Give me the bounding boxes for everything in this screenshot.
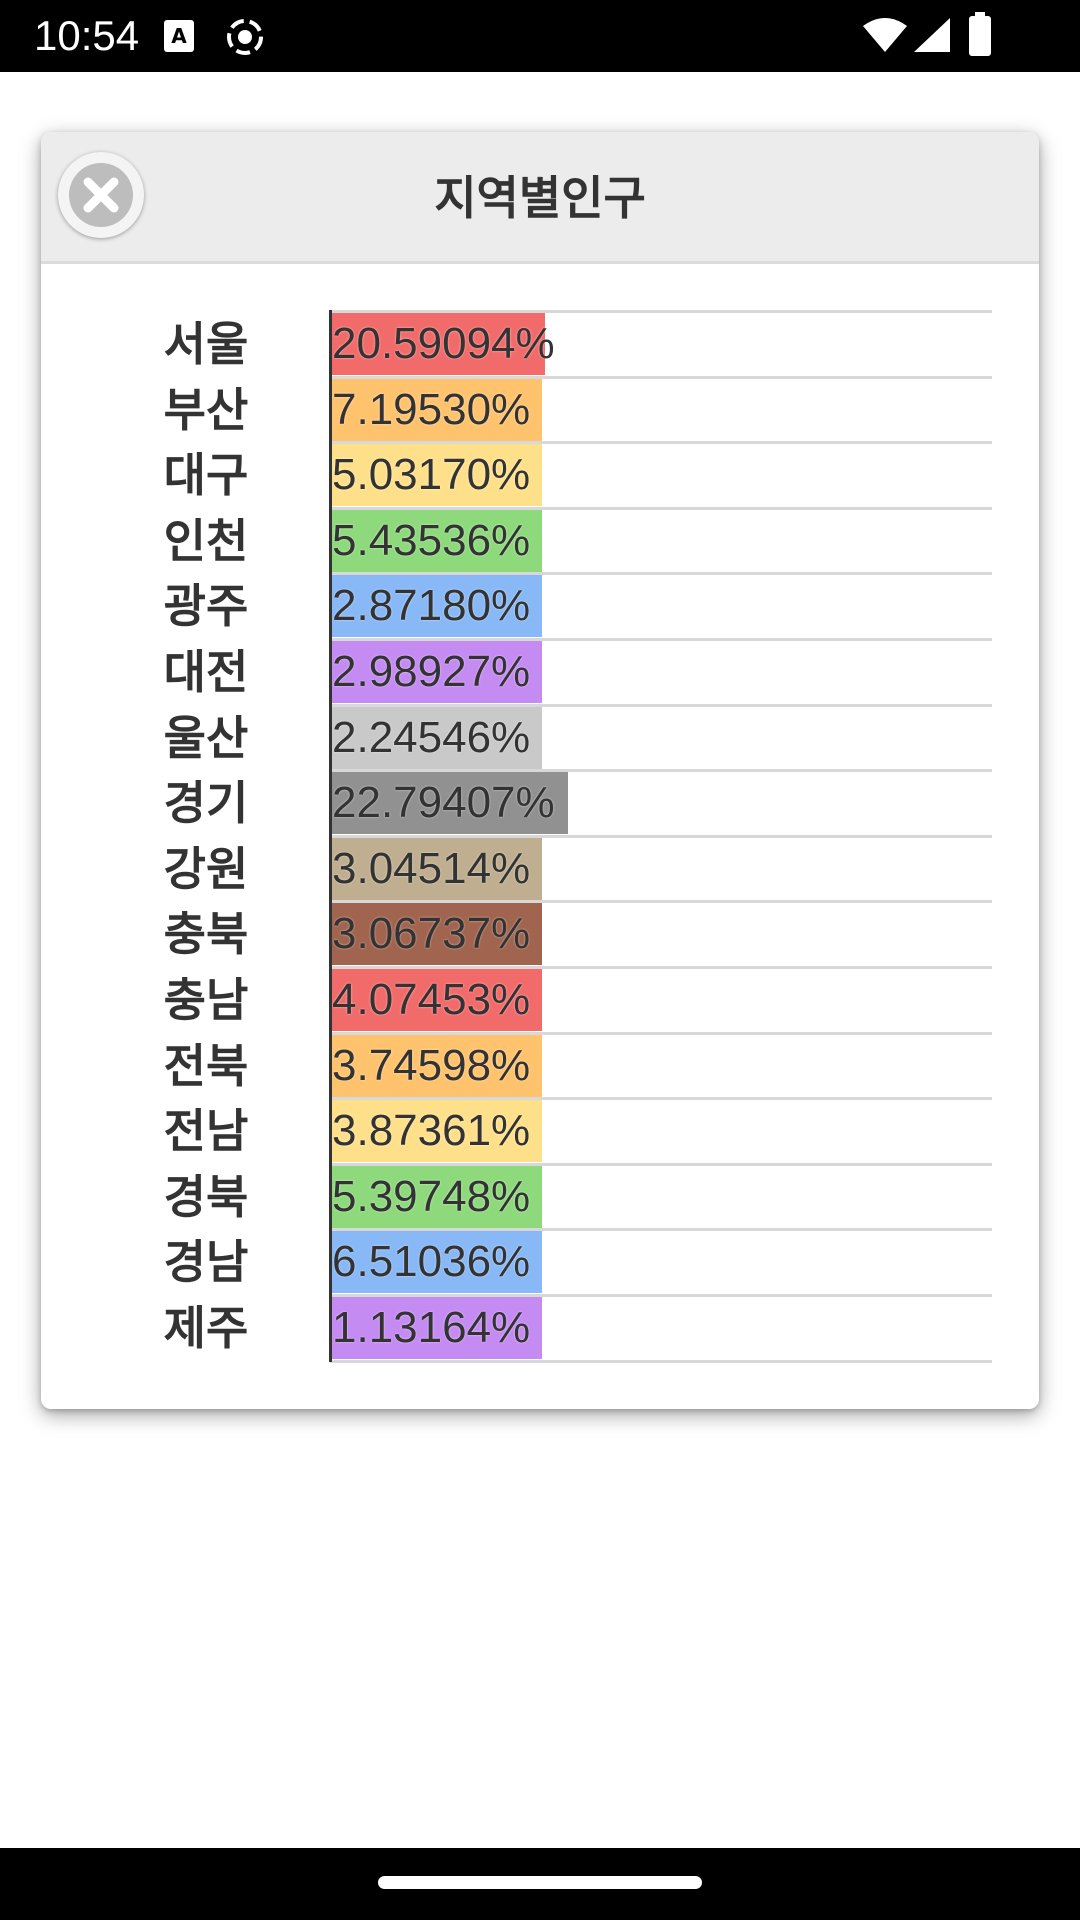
population-value-label: 5.03170% (332, 450, 531, 500)
population-bar (332, 1034, 542, 1097)
status-time: 10:54 (34, 12, 140, 59)
population-bar (332, 706, 542, 769)
population-value-label: 5.39748% (332, 1171, 531, 1221)
region-label: 서울 (163, 317, 249, 371)
close-button[interactable] (58, 152, 144, 238)
population-bar (332, 1297, 542, 1359)
status-bar: 10:54 A (0, 0, 1080, 72)
signal-icon (914, 18, 950, 52)
grid-line (330, 966, 992, 969)
close-circle-icon (69, 163, 133, 227)
screen-record-icon (227, 19, 263, 55)
population-value-label: 6.51036% (332, 1237, 531, 1287)
grid-line (330, 572, 992, 576)
population-bar (332, 313, 546, 375)
population-bar (332, 772, 568, 835)
population-value-label: 7.19530% (332, 384, 531, 434)
population-value-label: 4.07453% (332, 975, 531, 1024)
population-bar-chart: 서울 20.59094% 부산 7.19530% 대구 5.03170% 인천 5.43536… (41, 264, 1039, 1409)
region-label: 제주 (163, 1301, 249, 1355)
population-value-label: 2.24546% (332, 712, 531, 762)
home-handle[interactable] (378, 1876, 702, 1889)
dialog-header: 지역별인구 (41, 132, 1039, 264)
population-dialog: 지역별인구 서울 20.59094% 부산 7.19530% 대구 5.03170% 인천 5… (41, 132, 1039, 1409)
population-bar (332, 444, 542, 507)
population-value-label: 3.04514% (332, 843, 531, 893)
region-label: 인천 (163, 513, 249, 568)
region-label: 대구 (163, 448, 249, 503)
region-label: 광주 (163, 579, 249, 634)
grid-line (330, 900, 992, 904)
grid-line (330, 703, 992, 707)
population-bar (332, 1100, 542, 1163)
grid-line (330, 638, 992, 641)
population-value-label: 22.79407% (332, 778, 555, 828)
population-bar (332, 837, 542, 900)
grid-line (330, 1359, 992, 1363)
population-bar (332, 575, 542, 638)
region-label: 충남 (163, 973, 249, 1027)
population-value-label: 2.87180% (332, 581, 531, 631)
population-bar (332, 1165, 542, 1228)
svg-text:A: A (171, 24, 187, 48)
grid-line (330, 1097, 992, 1101)
region-label: 경북 (163, 1169, 249, 1224)
y-axis-line (329, 310, 332, 1362)
region-label: 강원 (163, 841, 249, 896)
region-label: 대전 (163, 645, 249, 699)
grid-line (330, 310, 992, 313)
population-bar (332, 509, 542, 572)
region-label: 충북 (163, 907, 249, 962)
grid-line (330, 1031, 992, 1035)
grid-line (330, 1294, 992, 1297)
battery-icon (969, 12, 991, 56)
grid-line (330, 1228, 992, 1232)
population-value-label: 1.13164% (332, 1303, 531, 1352)
grid-line (330, 506, 992, 510)
dialog-title: 지역별인구 (434, 171, 646, 225)
region-label: 울산 (163, 710, 249, 765)
population-value-label: 3.87361% (332, 1106, 531, 1156)
population-value-label: 20.59094% (332, 319, 555, 368)
grid-line (330, 769, 992, 773)
grid-line (330, 441, 992, 445)
population-value-label: 3.06737% (332, 909, 531, 959)
grid-line (330, 375, 992, 379)
population-bar (332, 378, 542, 441)
region-label: 부산 (163, 382, 249, 437)
region-label: 전남 (163, 1104, 249, 1159)
population-bar (332, 903, 542, 966)
grid-line (330, 834, 992, 838)
region-label: 경남 (163, 1235, 249, 1290)
population-value-label: 3.74598% (332, 1040, 531, 1090)
a-notification-icon: A (164, 20, 194, 52)
population-value-label: 5.43536% (332, 515, 531, 565)
wifi-icon (863, 18, 907, 52)
population-bar (332, 641, 542, 703)
population-bar (332, 969, 542, 1031)
region-label: 전북 (163, 1038, 249, 1093)
population-value-label: 2.98927% (332, 647, 531, 696)
region-label: 경기 (163, 776, 249, 831)
grid-line (330, 1162, 992, 1166)
population-bar (332, 1231, 542, 1294)
